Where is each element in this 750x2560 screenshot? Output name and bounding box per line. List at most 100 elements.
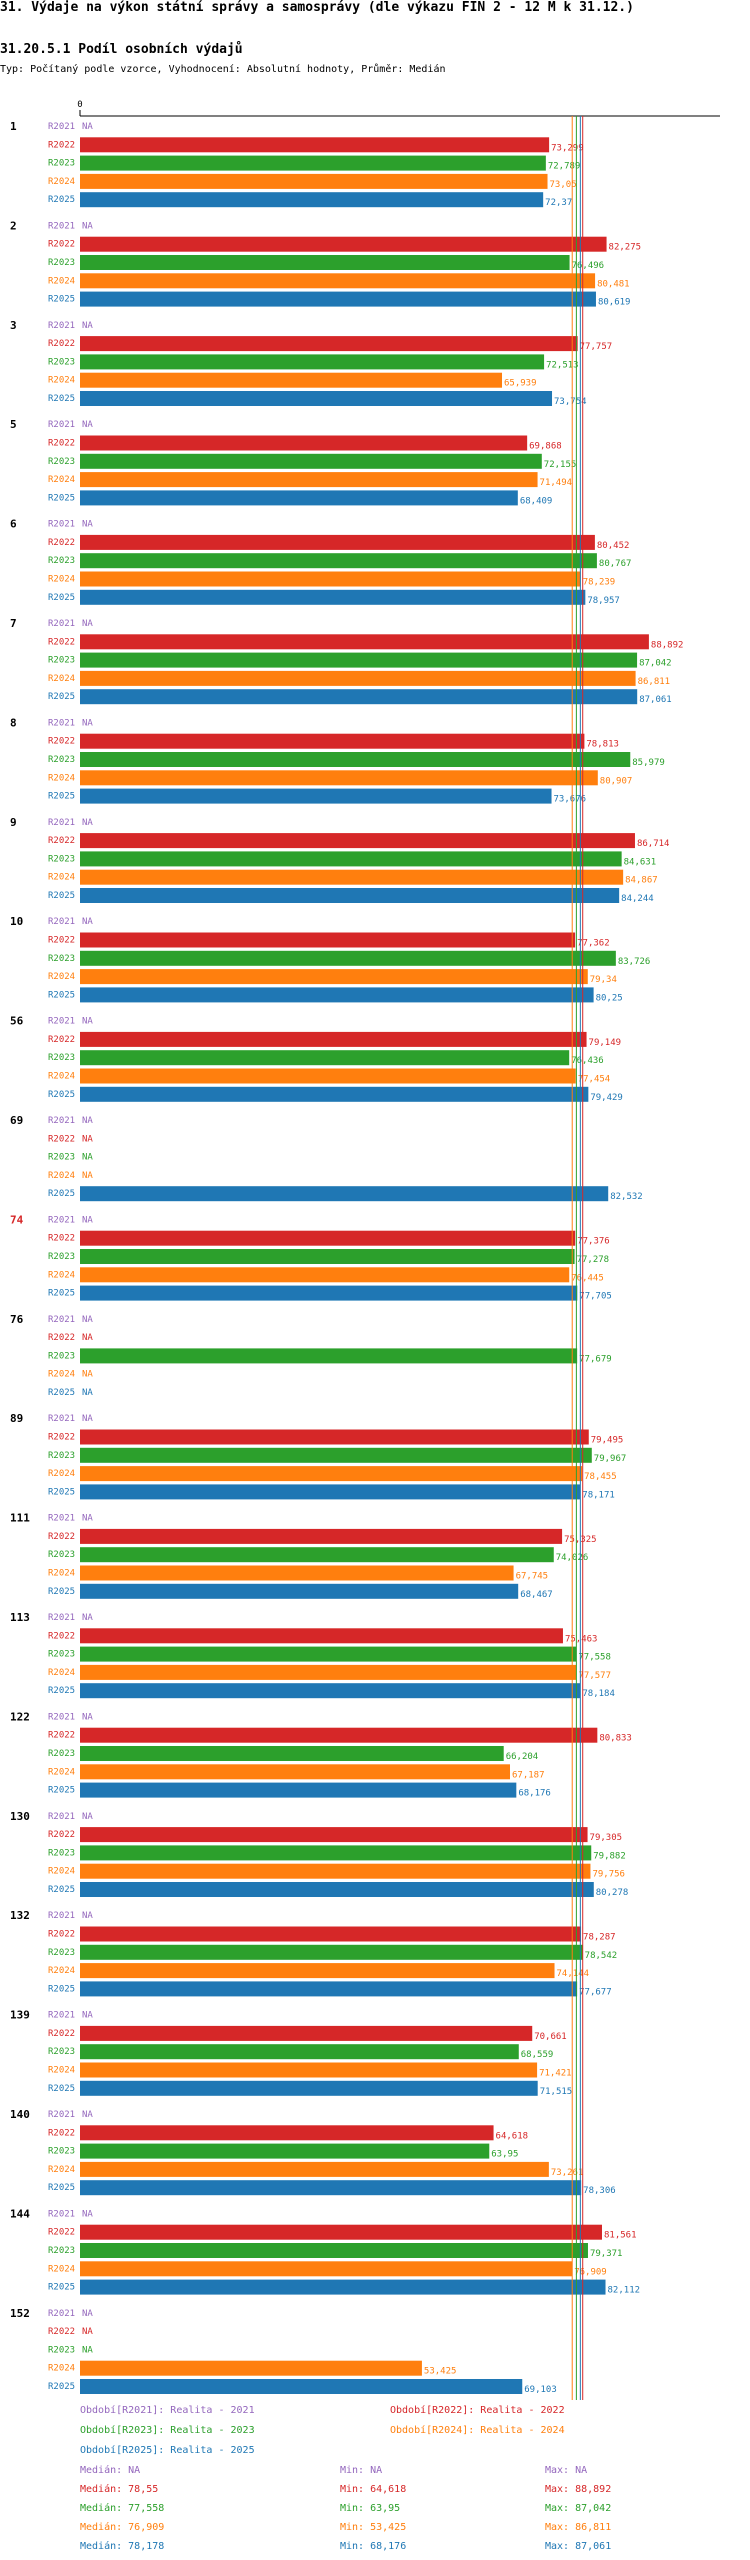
stat-median: Medián: 76,909 (80, 2522, 165, 2533)
data-label: 76,436 (571, 1056, 604, 1066)
na-label: NA (82, 1613, 93, 1623)
series-label: R2023 (48, 2147, 75, 2157)
bar (80, 2062, 538, 2078)
series-label: R2024 (48, 1569, 75, 1579)
series-label: R2021 (48, 520, 75, 530)
group-label: 130 (10, 1810, 30, 1823)
stat-min: Min: 63,95 (340, 2503, 401, 2514)
data-label: 73,299 (551, 143, 584, 153)
data-label: 78,171 (582, 1490, 615, 1500)
bar (80, 236, 607, 252)
series-label: R2021 (48, 1514, 75, 1524)
data-label: 72,37 (545, 198, 572, 208)
bar (80, 589, 586, 605)
stats-row-r2022: Medián: 78,55 Min: 64,618 Max: 88,892 (80, 2484, 720, 2503)
bar (80, 851, 622, 867)
group-label: 89 (10, 1412, 23, 1425)
series-label: R2024 (48, 2066, 75, 2076)
series-label: R2022 (48, 1035, 75, 1045)
data-label: 67,745 (516, 1572, 549, 1582)
group-label: 1 (10, 120, 17, 133)
data-label: 78,957 (587, 596, 620, 606)
na-label: NA (82, 917, 93, 927)
data-label: 77,362 (577, 939, 610, 949)
bar (80, 472, 538, 488)
data-label: 80,481 (597, 279, 630, 289)
data-label: 77,679 (579, 1354, 612, 1364)
data-label: 78,455 (584, 1472, 617, 1482)
series-label: R2025 (48, 1686, 75, 1696)
series-label: R2021 (48, 1116, 75, 1126)
bar (80, 1944, 583, 1960)
series-label: R2023 (48, 1053, 75, 1063)
bar (80, 1764, 510, 1780)
data-label: 77,705 (579, 1292, 612, 1302)
chart-type-description: Typ: Počítaný podle vzorce, Vyhodnocení:… (0, 64, 446, 75)
bar (80, 1466, 583, 1482)
data-label: 79,756 (592, 1870, 625, 1880)
data-label: 87,061 (639, 695, 672, 705)
na-label: NA (82, 718, 93, 728)
data-label: 80,278 (596, 1888, 629, 1898)
bar (80, 435, 528, 451)
bar (80, 2125, 494, 2141)
data-label: 79,34 (590, 975, 617, 985)
legend-item-r2025: Období[R2025]: Realita - 2025 (80, 2445, 255, 2456)
series-label: R2023 (48, 1848, 75, 1858)
bar-chart: 0 1 R2021 NA R2022 73,299 R2023 72,789 R2024 73,0… (10, 100, 720, 2400)
series-label: R2025 (48, 2183, 75, 2193)
bar (80, 553, 597, 569)
series-label: R2021 (48, 2309, 75, 2319)
page-title: 31. Výdaje na výkon státní správy a samo… (0, 0, 634, 15)
bar (80, 490, 518, 506)
stat-median: Medián: NA (80, 2465, 141, 2476)
series-label: R2024 (48, 1370, 75, 1380)
na-label: NA (82, 1911, 93, 1921)
series-label: R2025 (48, 1487, 75, 1497)
stat-median: Medián: 78,178 (80, 2541, 165, 2552)
bar (80, 1646, 577, 1662)
data-label: 68,559 (521, 2050, 554, 2060)
bar (80, 1285, 578, 1301)
series-label: R2022 (48, 1234, 75, 1244)
bar (80, 192, 544, 208)
bar (80, 2044, 519, 2060)
data-label: 71,494 (540, 478, 573, 488)
bar (80, 1447, 592, 1463)
bar (80, 1429, 589, 1445)
na-label: NA (82, 2345, 93, 2355)
data-label: 67,187 (512, 1770, 545, 1780)
bar (80, 950, 616, 966)
series-label: R2021 (48, 2110, 75, 2120)
bar (80, 2243, 588, 2258)
stats-row-r2025: Medián: 78,178 Min: 68,176 Max: 87,061 (80, 2541, 720, 2560)
data-label: 82,112 (608, 2286, 641, 2296)
group-label: 2 (10, 219, 17, 232)
stat-max: Max: 87,061 (545, 2541, 612, 2552)
series-label: R2022 (48, 737, 75, 747)
na-label: NA (82, 1134, 93, 1144)
na-label: NA (82, 221, 93, 231)
series-label: R2023 (48, 1650, 75, 1660)
na-label: NA (82, 1215, 93, 1225)
na-label: NA (82, 2011, 93, 2021)
data-label: 78,184 (582, 1689, 615, 1699)
bar (80, 652, 638, 668)
legend-item-r2022: Období[R2022]: Realita - 2022 (390, 2405, 565, 2416)
series-label: R2021 (48, 2209, 75, 2219)
series-label: R2024 (48, 773, 75, 783)
bar (80, 273, 596, 289)
group-label: 139 (10, 2009, 30, 2022)
bar (80, 1664, 577, 1680)
bar (80, 1068, 576, 1084)
data-label: 82,532 (610, 1192, 643, 1202)
data-label: 84,867 (625, 876, 658, 886)
bar (80, 1565, 514, 1581)
series-label: R2021 (48, 917, 75, 927)
series-label: R2022 (48, 1631, 75, 1641)
bar (80, 1746, 504, 1761)
data-label: 77,677 (579, 1987, 612, 1997)
series-label: R2021 (48, 321, 75, 331)
bar (80, 2360, 422, 2376)
group-label: 7 (10, 617, 17, 630)
